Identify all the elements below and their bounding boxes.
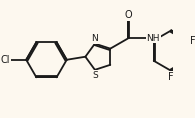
Text: O: O — [125, 10, 132, 20]
Text: NH: NH — [147, 34, 160, 43]
Text: S: S — [92, 71, 98, 80]
Text: Cl: Cl — [1, 55, 10, 65]
Text: N: N — [91, 34, 98, 43]
Text: F: F — [168, 72, 174, 82]
Text: F: F — [190, 36, 195, 46]
